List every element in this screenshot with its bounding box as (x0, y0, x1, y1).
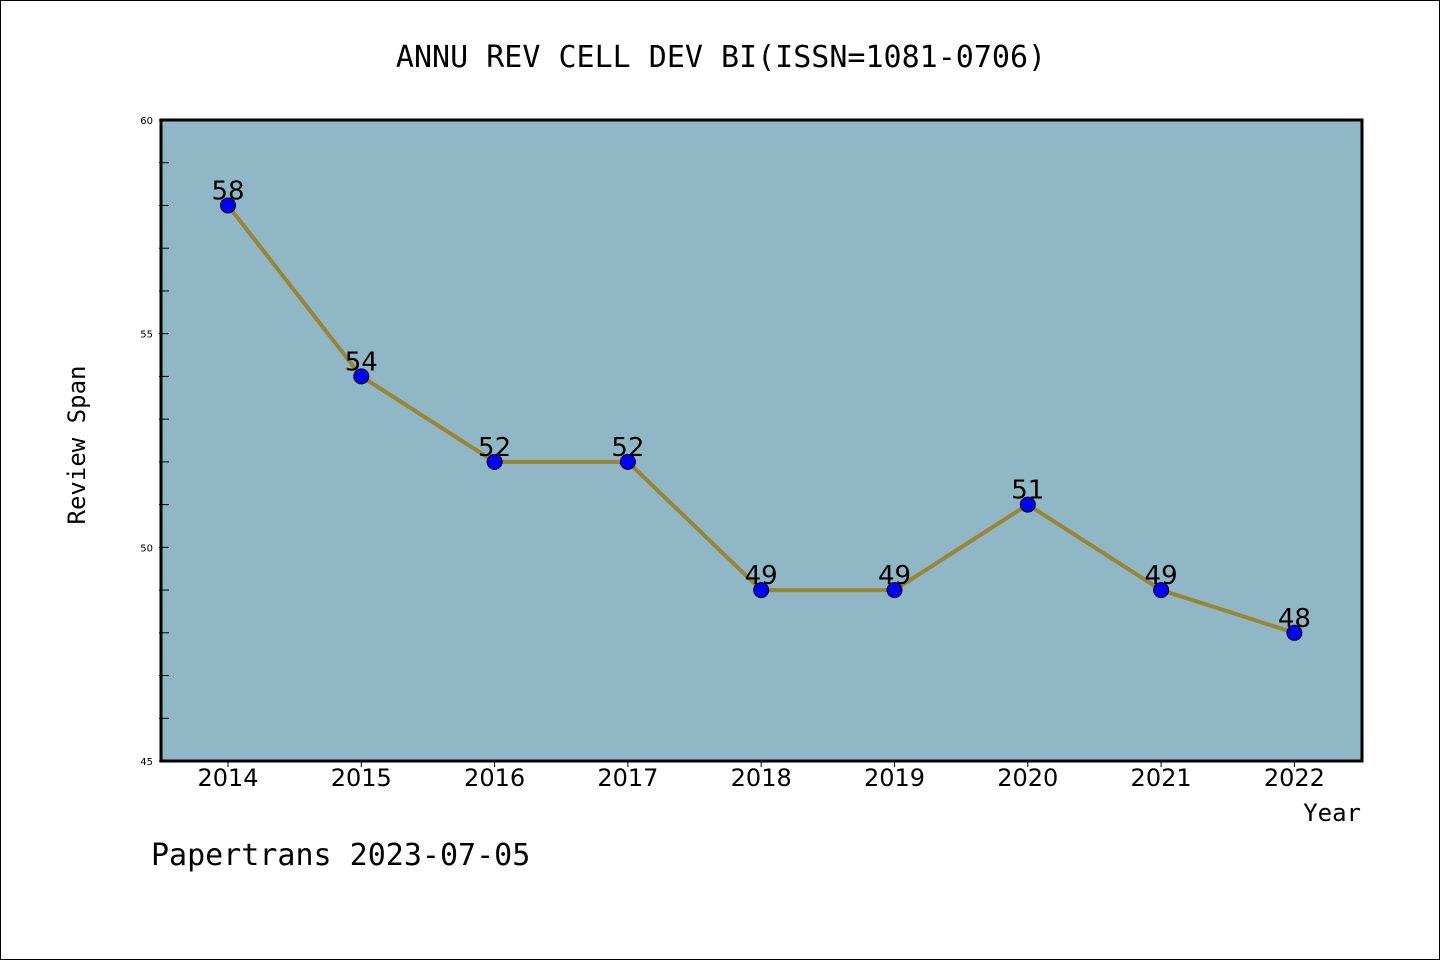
data-point (486, 453, 503, 470)
chart-title: ANNU REV CELL DEV BI(ISSN=1081-0706) (396, 40, 1046, 75)
x-tick-label: 2022 (1264, 764, 1325, 792)
y-tick-label: 55 (140, 330, 153, 341)
data-point (220, 197, 236, 214)
x-axis: 2014 2015 2016 2017 2018 2019 2020 2021 2022 (197, 761, 1325, 792)
y-axis: 45 50 55 60 (140, 116, 169, 768)
x-tick-label: 2021 (1131, 764, 1192, 792)
data-label: 49 (1145, 561, 1178, 591)
x-tick-label: 2016 (464, 764, 525, 792)
data-point (619, 453, 636, 470)
series-group: 58 54 52 52 49 49 51 49 48 (211, 176, 1311, 641)
data-point (1153, 582, 1170, 599)
data-label: 52 (478, 433, 511, 463)
data-label: 52 (611, 433, 644, 463)
data-label: 49 (878, 561, 911, 591)
footer-watermark: Papertrans 2023-07-05 (151, 838, 530, 873)
x-tick-label: 2018 (731, 764, 792, 792)
x-tick-label: 2019 (864, 764, 925, 792)
x-axis-label: Year (1303, 799, 1361, 827)
plot-area (159, 118, 1364, 763)
data-label: 51 (1011, 476, 1044, 506)
x-tick-label: 2020 (997, 764, 1058, 792)
data-point (753, 582, 770, 599)
data-label: 48 (1278, 604, 1311, 634)
data-point (353, 368, 370, 385)
data-label: 58 (211, 176, 244, 206)
x-tick-label: 2014 (197, 764, 258, 792)
y-tick-label: 50 (140, 543, 153, 554)
data-point (1286, 624, 1303, 641)
y-tick-label: 45 (140, 757, 153, 768)
data-label: 54 (345, 347, 378, 377)
data-point (886, 582, 903, 599)
x-tick-label: 2015 (331, 764, 392, 792)
data-label: 49 (745, 561, 778, 591)
x-tick-label: 2017 (597, 764, 658, 792)
y-axis-label: Review Span (63, 366, 91, 525)
data-point (1019, 496, 1036, 513)
y-tick-label: 60 (140, 116, 153, 127)
